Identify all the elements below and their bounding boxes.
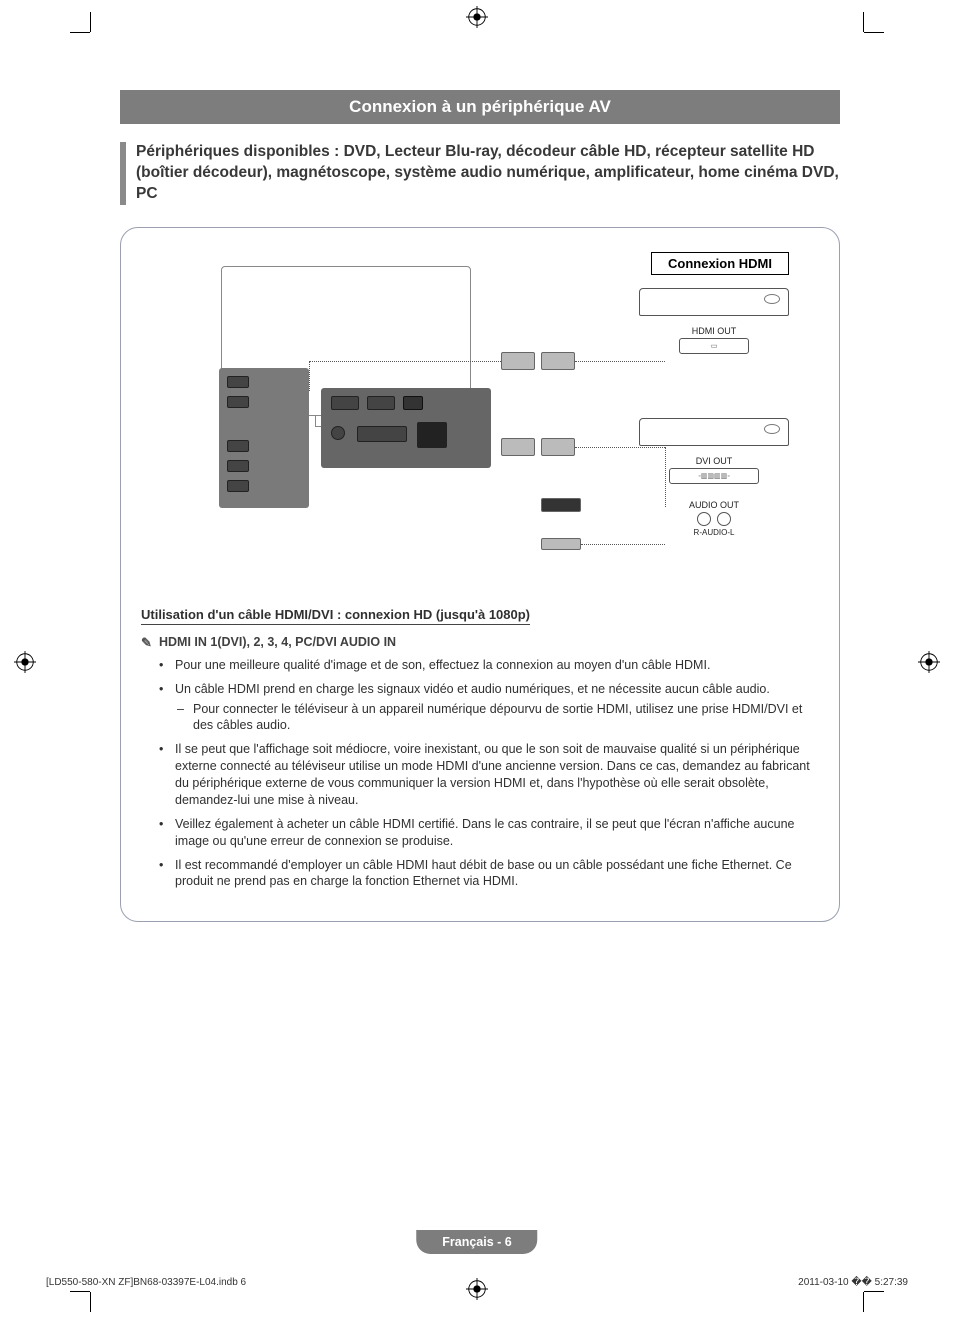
crop-mark-tl <box>70 32 90 33</box>
note-hand-icon: ✎ <box>141 635 152 651</box>
dvi-connector-left-icon <box>501 438 535 456</box>
hdmi-connector-right-icon <box>541 352 575 370</box>
page-footer-pill: Français - 6 <box>416 1230 537 1254</box>
diagram-container: Connexion HDMI <box>120 227 840 923</box>
list-item: Il est recommandé d'employer un câble HD… <box>171 857 819 891</box>
tv-hdmi-drop-icon <box>309 361 310 391</box>
hdmi-out-port-icon: ▭ <box>679 338 749 354</box>
crop-mark-bl <box>70 1291 90 1292</box>
dvi-connector-right-icon <box>541 438 575 456</box>
list-item: Veillez également à acheter un câble HDM… <box>171 816 819 850</box>
sub-list: Pour connecter le téléviseur à un appare… <box>175 701 819 735</box>
registration-mark-bottom <box>466 1278 488 1300</box>
dvi-device-icon <box>639 418 789 446</box>
intro-accent-bar <box>120 142 126 205</box>
crop-mark-tr <box>864 32 884 33</box>
section-title: Connexion à un périphérique AV <box>349 97 611 116</box>
list-item: Pour connecter le téléviseur à un appare… <box>189 701 819 735</box>
audio-plug-icon <box>541 538 581 550</box>
dvi-out-label: DVI OUT <box>696 456 733 466</box>
registration-mark-top <box>466 6 488 28</box>
page-content: Connexion à un périphérique AV Périphéri… <box>120 90 840 922</box>
hdmi-label: Connexion HDMI <box>668 256 772 271</box>
dvi-out-port-icon: ◦▥▥▥▥◦ <box>669 468 759 484</box>
list-item: Pour une meilleure qualité d'image et de… <box>171 657 819 674</box>
hdmi-cable-icon <box>575 361 665 362</box>
hdmi-label-box: Connexion HDMI <box>651 252 789 275</box>
tv-rear-left-icon <box>219 368 309 508</box>
tv-hdmi-line-icon <box>309 361 501 362</box>
page-number-label: Français - 6 <box>442 1235 511 1249</box>
list-item: Un câble HDMI prend en charge les signau… <box>171 681 819 735</box>
audio-jacks-icon <box>639 512 789 526</box>
audio-out-label: AUDIO OUT <box>689 500 739 510</box>
audio-rl-label: R-AUDIO-L <box>639 528 789 537</box>
hdmi-connector-left-icon <box>501 352 535 370</box>
tv-rear-center-icon <box>321 388 491 468</box>
hdmi-device-icon <box>639 288 789 316</box>
note-line: ✎ HDMI IN 1(DVI), 2, 3, 4, PC/DVI AUDIO … <box>141 635 819 649</box>
hdmi-out-label: HDMI OUT <box>692 326 737 336</box>
cable-vert-icon <box>665 447 666 507</box>
connection-diagram: Connexion HDMI <box>141 248 819 588</box>
audio-cable-icon <box>581 544 665 545</box>
dvi-plug-icon <box>541 498 581 512</box>
dvi-cable-icon <box>575 447 665 448</box>
crop-mark-br <box>864 1291 884 1292</box>
registration-mark-left <box>14 651 36 673</box>
audio-out-group: AUDIO OUT R-AUDIO-L <box>639 500 789 537</box>
print-footer-right: 2011-03-10 �� 5:27:39 <box>798 1277 908 1288</box>
list-item: Il se peut que l'affichage soit médiocre… <box>171 741 819 809</box>
subsection-title: Utilisation d'un câble HDMI/DVI : connex… <box>141 607 530 625</box>
hdmi-out-group: HDMI OUT ▭ <box>639 326 789 354</box>
bullet-list: Pour une meilleure qualité d'image et de… <box>141 657 819 891</box>
section-title-bar: Connexion à un périphérique AV <box>120 90 840 124</box>
registration-mark-right <box>918 651 940 673</box>
print-footer-left: [LD550-580-XN ZF]BN68-03397E-L04.indb 6 <box>46 1277 246 1288</box>
intro-text: Périphériques disponibles : DVD, Lecteur… <box>136 142 840 205</box>
intro-block: Périphériques disponibles : DVD, Lecteur… <box>120 142 840 205</box>
note-label: HDMI IN 1(DVI), 2, 3, 4, PC/DVI AUDIO IN <box>159 635 396 649</box>
dvi-out-group: DVI OUT ◦▥▥▥▥◦ <box>639 456 789 484</box>
